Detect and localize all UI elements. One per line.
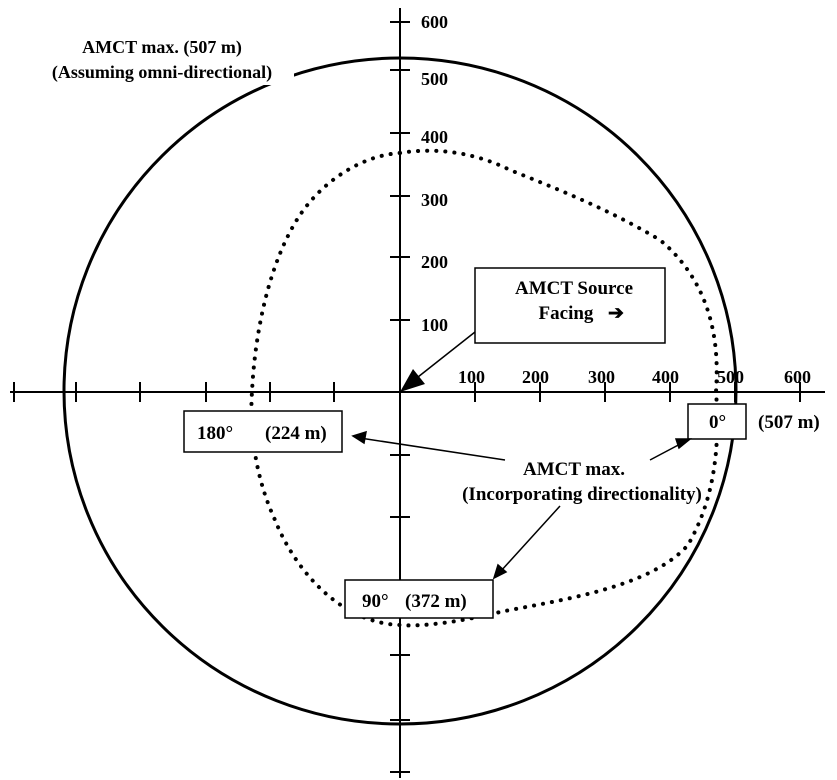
box-0deg [687,403,747,440]
box-90deg-angle: 90° [362,591,389,612]
box-180deg-angle: 180° [197,423,233,444]
box-90deg [344,579,494,619]
y-tick-label: 600 [421,12,448,32]
x-tick-label: 200 [522,367,549,387]
box-90deg-value: (372 m) [405,591,467,612]
box-0deg-angle: 0° [709,412,726,433]
y-tick-label: 500 [421,69,448,89]
box-180deg-value: (224 m) [265,423,327,444]
x-tick-label: 300 [588,367,615,387]
directional-range-curve [249,148,720,628]
right-arrow-icon: ➔ [608,303,624,324]
x-tick-label: 600 [784,367,811,387]
box-0deg-value: (507 m) [758,412,820,433]
x-tick-label: 100 [458,367,485,387]
omni-label-background [30,38,294,85]
source-pointer-line [417,331,476,378]
x-tick-label: 400 [652,367,679,387]
arrow-to-180deg-line [359,437,506,461]
omni-label-line2: (Assuming omni-directional) [52,62,272,83]
y-tick-label: 200 [421,252,448,272]
y-axis-ticks [390,21,410,773]
box-180deg [183,410,343,453]
arrow-to-0deg-head [674,438,693,450]
arrow-to-90deg-head [492,563,508,580]
x-tick-label: 500 [717,367,744,387]
omni-label-line1: AMCT max. (507 m) [82,37,242,58]
source-facing-label-line1: AMCT Source [515,278,633,299]
source-pointer-arrowhead [400,369,425,392]
y-tick-label: 300 [421,190,448,210]
source-facing-box [474,267,666,344]
y-tick-label: 400 [421,127,448,147]
y-tick-label: 100 [421,315,448,335]
directional-label-line1: AMCT max. [523,459,625,480]
arrow-to-180deg-head [351,430,367,445]
x-axis-ticks [13,382,801,402]
source-facing-label-line2: Facing [539,303,594,324]
directional-label-arrows [351,430,693,580]
directional-label-line2: (Incorporating directionality) [462,484,702,505]
arrow-to-90deg-line [499,505,561,573]
